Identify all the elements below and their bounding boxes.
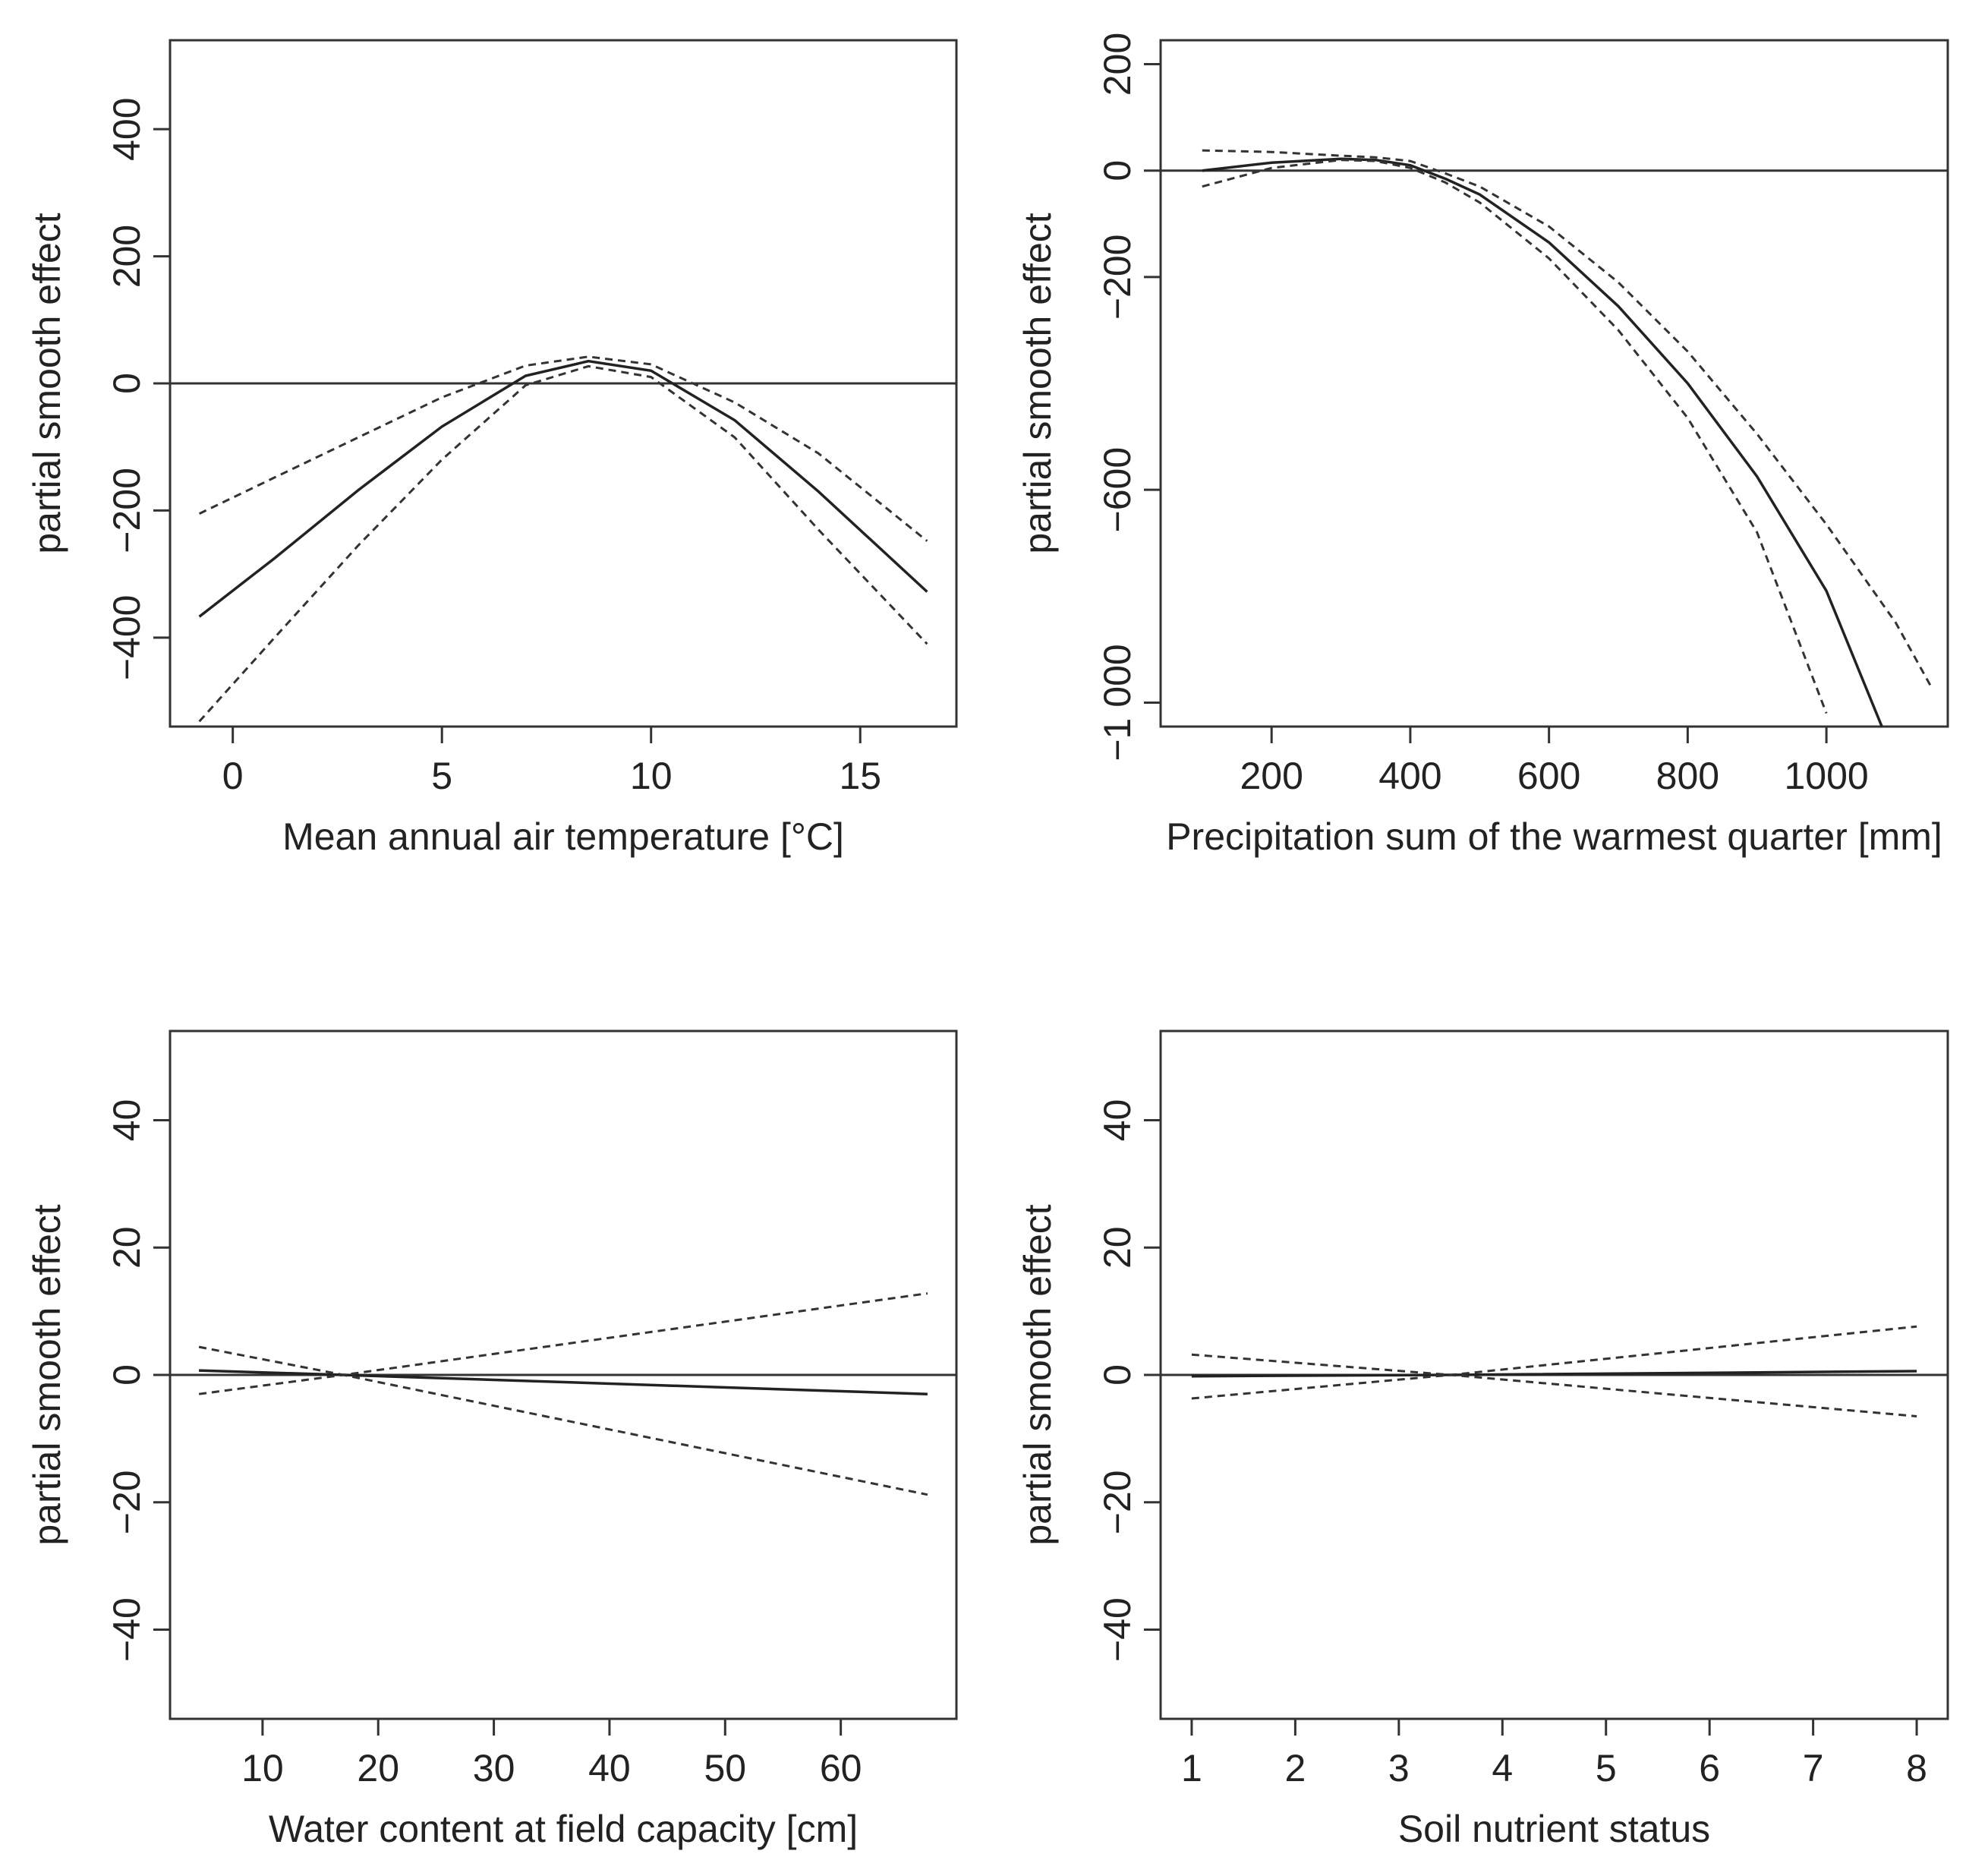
- y-tick-label: 0: [106, 1364, 148, 1386]
- y-axis-title: partial smooth effect: [26, 213, 68, 553]
- series-upper-line: [1191, 1325, 1917, 1376]
- x-tick-label: 10: [630, 755, 673, 797]
- x-tick-label: 60: [820, 1747, 862, 1789]
- y-axis-title: partial smooth effect: [1016, 213, 1059, 553]
- plot-frame: [1159, 39, 1949, 728]
- x-tick-label: 5: [1596, 1747, 1617, 1789]
- x-tick-label: 1000: [1784, 755, 1868, 797]
- x-tick-label: 6: [1699, 1747, 1720, 1789]
- y-tick-label: 200: [1096, 33, 1139, 96]
- chart-panel-bottom-left: 10 20 30 40 50 60 −40 −20 0 20 40 Water content at …: [26, 1029, 958, 1850]
- series-fit-line: [1202, 157, 1883, 727]
- x-tick-label: 15: [839, 755, 881, 797]
- y-tick-label: 400: [106, 97, 148, 160]
- series-upper-line: [198, 355, 928, 542]
- y-tick-label: 200: [106, 225, 148, 288]
- series-lower-line: [198, 364, 928, 723]
- plot-area: [170, 1292, 956, 1496]
- x-tick-label: 200: [1240, 755, 1303, 797]
- series-upper-line: [198, 1292, 928, 1376]
- x-tick-label: 800: [1656, 755, 1719, 797]
- y-tick-label: −400: [106, 595, 148, 681]
- chart-panel-top-left: 0 5 10 15 −400 −200 0 200 400 Mean annual air tem…: [26, 39, 958, 858]
- series-lower-line: [198, 1373, 928, 1496]
- y-tick-label: 20: [106, 1226, 148, 1269]
- y-axis-title: partial smooth effect: [26, 1204, 68, 1545]
- y-tick-label: 40: [106, 1099, 148, 1142]
- x-axis-title: Mean annual air temperature [°C]: [282, 815, 844, 858]
- y-tick-label: −40: [106, 1597, 148, 1662]
- x-tick-label: 400: [1378, 755, 1441, 797]
- y-tick-label: 0: [1096, 160, 1139, 181]
- x-tick-label: 3: [1388, 1747, 1410, 1789]
- series-lower-line: [1202, 159, 1828, 714]
- series-lower-line: [1191, 1373, 1917, 1417]
- y-axis-title: partial smooth effect: [1016, 1204, 1059, 1545]
- x-tick-label: 7: [1803, 1747, 1824, 1789]
- x-axis-title: Soil nutrient status: [1398, 1808, 1710, 1850]
- x-tick-label: 600: [1517, 755, 1580, 797]
- x-tick-label: 40: [588, 1747, 631, 1789]
- y-tick-label: 0: [106, 373, 148, 394]
- plot-area: [1161, 1325, 1948, 1417]
- y-tick-label: −200: [1096, 235, 1139, 320]
- plot-area: [1161, 149, 1948, 727]
- series-upper-line: [1202, 149, 1932, 686]
- x-tick-label: 2: [1284, 1747, 1306, 1789]
- x-tick-label: 5: [431, 755, 452, 797]
- x-tick-label: 8: [1906, 1747, 1927, 1789]
- y-tick-label: −1 000: [1096, 644, 1139, 761]
- x-tick-label: 20: [357, 1747, 399, 1789]
- chart-panel-top-right: 200 400 600 800 1000 −1 000 −600 −200 0 200 Precip…: [1016, 33, 1949, 858]
- plot-area: [170, 355, 956, 723]
- x-tick-label: 4: [1492, 1747, 1513, 1789]
- y-tick-label: −20: [1096, 1470, 1139, 1534]
- series-fit-line: [198, 359, 928, 618]
- x-tick-label: 30: [473, 1747, 515, 1789]
- x-tick-label: 50: [704, 1747, 746, 1789]
- x-tick-label: 10: [241, 1747, 284, 1789]
- y-tick-label: 40: [1096, 1099, 1139, 1142]
- x-tick-label: 1: [1181, 1747, 1202, 1789]
- y-tick-label: −600: [1096, 447, 1139, 533]
- y-tick-label: −20: [106, 1470, 148, 1534]
- y-tick-label: 0: [1096, 1364, 1139, 1386]
- x-axis-title: Water content at field capacity [cm]: [269, 1808, 858, 1850]
- y-tick-label: −40: [1096, 1597, 1139, 1662]
- y-tick-label: −200: [106, 468, 148, 553]
- x-tick-label: 0: [222, 755, 244, 797]
- y-tick-label: 20: [1096, 1226, 1139, 1269]
- x-axis-title: Precipitation sum of the warmest quarter…: [1166, 815, 1942, 858]
- chart-panel-bottom-right: 1 2 3 4 5 6 7 8 −40 −20 0 20 40 Soil nutrient status p…: [1016, 1029, 1949, 1850]
